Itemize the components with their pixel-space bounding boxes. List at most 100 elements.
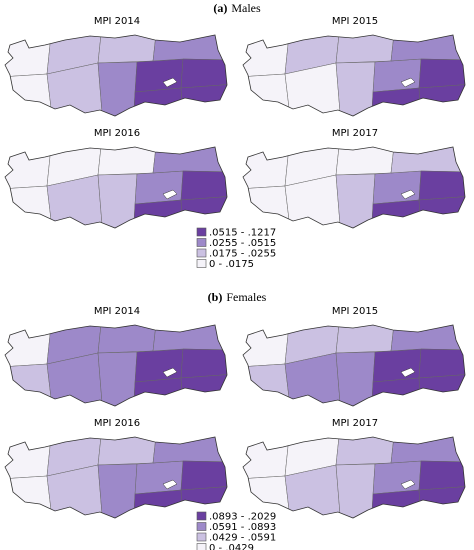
- lake: [400, 367, 416, 378]
- panel-name: Females: [226, 290, 266, 304]
- legend-swatch: [196, 248, 207, 258]
- legend-swatch: [196, 259, 207, 268]
- legend-label: 0 - .0429: [209, 543, 254, 550]
- region: [46, 464, 104, 518]
- region: [335, 61, 376, 116]
- region: [152, 325, 227, 352]
- region: [132, 87, 184, 116]
- region: [5, 73, 54, 116]
- region: [243, 35, 291, 78]
- region: [132, 489, 184, 518]
- region: [418, 83, 465, 116]
- region: [390, 437, 465, 464]
- region: [418, 373, 465, 406]
- legend-swatch: [196, 543, 207, 550]
- region: [418, 460, 465, 491]
- region: [97, 325, 158, 354]
- region: [46, 174, 104, 228]
- region: [97, 173, 138, 228]
- region: [180, 460, 227, 491]
- lake: [162, 189, 178, 200]
- panel-label: (b): [208, 290, 223, 304]
- map: [242, 146, 466, 229]
- region: [284, 352, 342, 406]
- region: [134, 170, 184, 205]
- map-title: MPI 2014: [94, 16, 140, 27]
- lake: [162, 479, 178, 490]
- region: [180, 83, 227, 116]
- region: [97, 147, 158, 176]
- region: [5, 437, 53, 480]
- region: [152, 35, 227, 62]
- region: [390, 147, 465, 174]
- map-title: MPI 2017: [332, 128, 378, 139]
- legend-swatch: [196, 227, 207, 237]
- region: [243, 325, 291, 368]
- region: [134, 460, 184, 495]
- region: [134, 348, 184, 383]
- region: [418, 58, 465, 89]
- region: [180, 373, 227, 406]
- map-title: MPI 2016: [94, 128, 140, 139]
- panel-title: (b) Females: [208, 290, 267, 304]
- region: [284, 174, 342, 228]
- legend-label: .0893 - .2029: [209, 512, 276, 523]
- legend-label: .0591 - .0893: [209, 522, 276, 533]
- region: [134, 58, 184, 93]
- country-outline: [242, 146, 466, 229]
- region: [335, 173, 376, 228]
- region: [370, 87, 422, 116]
- map: [4, 324, 228, 407]
- region: [152, 437, 227, 464]
- regions: [243, 147, 465, 228]
- map: [242, 34, 466, 117]
- region: [243, 437, 291, 480]
- region: [418, 195, 465, 228]
- region: [97, 437, 158, 466]
- country-outline: [242, 436, 466, 519]
- region: [370, 489, 422, 518]
- legend-label: .0515 - .1217: [209, 228, 276, 239]
- country-outline: [242, 34, 466, 117]
- region: [243, 147, 291, 190]
- panel-name: Males: [231, 1, 261, 15]
- legend-swatch: [196, 238, 207, 247]
- region: [372, 58, 422, 93]
- region: [418, 170, 465, 201]
- region: [97, 61, 138, 116]
- region: [243, 363, 292, 406]
- region: [284, 464, 342, 518]
- country-outline: [4, 436, 228, 519]
- region: [372, 348, 422, 383]
- region: [97, 463, 138, 518]
- legend-swatch: [196, 532, 207, 542]
- region: [5, 147, 53, 190]
- legend-swatch: [196, 522, 207, 531]
- region: [370, 199, 422, 228]
- regions: [5, 35, 227, 116]
- region: [46, 62, 104, 116]
- region: [335, 325, 396, 354]
- region: [372, 460, 422, 495]
- regions: [5, 147, 227, 228]
- region: [180, 58, 227, 89]
- country-outline: [4, 146, 228, 229]
- panel-title: (a) Males: [213, 1, 261, 15]
- region: [243, 73, 292, 116]
- lake: [400, 189, 416, 200]
- regions: [243, 35, 465, 116]
- region: [418, 348, 465, 379]
- region: [370, 377, 422, 406]
- map: [4, 146, 228, 229]
- country-outline: [4, 324, 228, 407]
- region: [5, 475, 54, 518]
- legend-label: .0175 - .0255: [209, 249, 276, 260]
- region: [390, 35, 465, 62]
- region: [5, 185, 54, 228]
- region: [97, 35, 158, 64]
- map: [242, 324, 466, 407]
- region: [46, 352, 104, 406]
- legend-swatch: [196, 511, 207, 521]
- regions: [243, 325, 465, 406]
- region: [5, 35, 53, 78]
